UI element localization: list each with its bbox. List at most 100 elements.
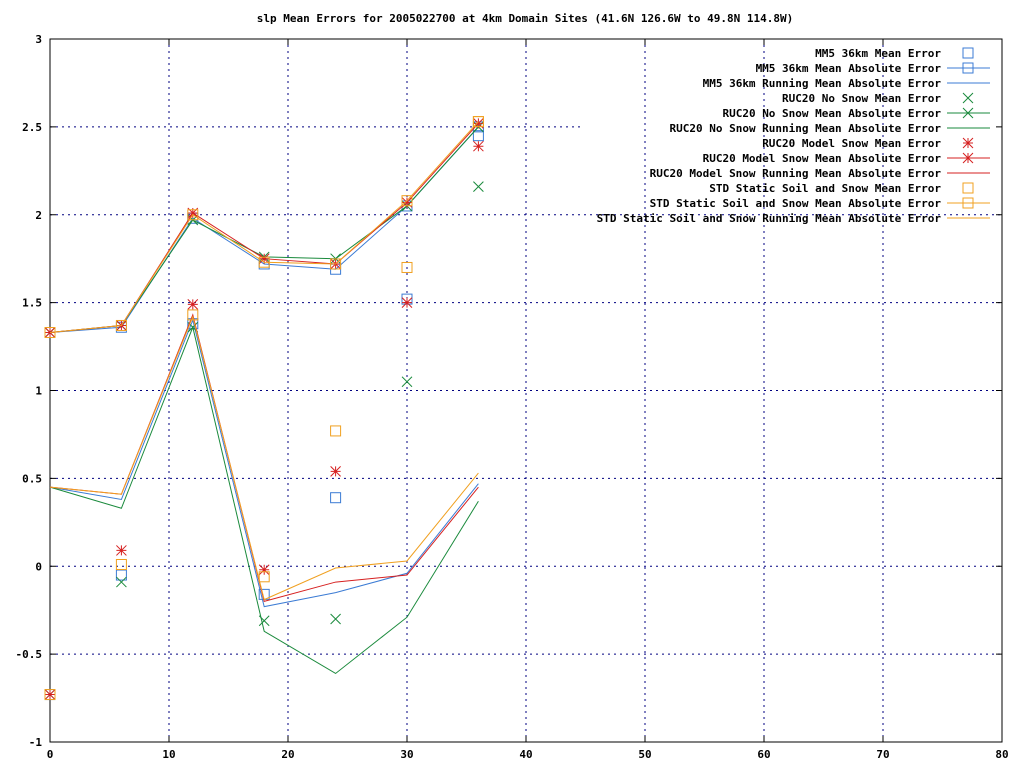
legend-label: RUC20 Model Snow Running Mean Absolute E… (650, 167, 942, 180)
series-9 (49, 313, 479, 603)
x-tick-label: 80 (995, 748, 1008, 761)
series-10 (44, 116, 484, 701)
legend-item: RUC20 Model Snow Running Mean Absolute E… (650, 167, 990, 180)
series-1 (44, 130, 484, 701)
series-8 (44, 118, 484, 338)
y-tick-label: 1.5 (22, 297, 42, 310)
series-5 (44, 121, 484, 338)
data-point (330, 492, 342, 504)
data-point (330, 465, 341, 477)
x-tick-label: 30 (400, 748, 413, 761)
x-tick-label: 0 (47, 748, 54, 761)
legend-item: STD Static Soil and Snow Mean Error (709, 182, 974, 195)
data-point (330, 258, 342, 270)
x-tick-label: 20 (281, 748, 294, 761)
legend-marker (962, 107, 974, 119)
legend-marker (962, 62, 974, 74)
series-line (49, 318, 479, 608)
data-point (187, 309, 199, 321)
x-tick-label: 60 (757, 748, 770, 761)
series-6 (49, 325, 479, 675)
legend-label: RUC20 No Snow Running Mean Absolute Erro… (669, 122, 941, 135)
data-point (44, 327, 56, 338)
series-line (49, 123, 479, 334)
legend-marker (962, 152, 974, 164)
legend-label: RUC20 No Snow Mean Absolute Error (722, 107, 941, 120)
series-line (49, 313, 479, 603)
data-point (401, 297, 413, 308)
data-point (401, 261, 413, 273)
data-point (44, 689, 56, 700)
legend: MM5 36km Mean Error MM5 36km Mean Absolut… (597, 47, 990, 225)
legend-item: RUC20 Model Snow Mean Error (762, 137, 974, 150)
data-point (473, 181, 484, 192)
legend-label: STD Static Soil and Snow Running Mean Ab… (597, 212, 942, 225)
data-point (116, 576, 127, 588)
legend-label: STD Static Soil and Snow Mean Absolute E… (650, 197, 942, 210)
series-line (49, 121, 479, 334)
data-point (330, 613, 341, 625)
legend-item: MM5 36km Running Mean Absolute Error (703, 77, 990, 90)
legend-marker (962, 92, 974, 104)
series-3 (49, 318, 479, 608)
legend-marker (962, 197, 974, 209)
legend-item: MM5 36km Mean Absolute Error (756, 62, 990, 75)
data-point (115, 319, 127, 331)
data-point (258, 564, 270, 576)
legend-marker (962, 137, 974, 149)
series-line (49, 315, 479, 601)
y-axis: -1 -0.5 0 0.5 1 1.5 2 2.5 3 (16, 33, 1002, 749)
legend-item: RUC20 No Snow Mean Error (782, 92, 974, 105)
series-line (49, 126, 479, 334)
data-point (473, 118, 484, 129)
data-point (187, 299, 199, 310)
legend-label: MM5 36km Mean Absolute Error (756, 62, 942, 75)
legend-item: STD Static Soil and Snow Mean Absolute E… (650, 197, 990, 210)
x-tick-label: 70 (876, 748, 889, 761)
series-11 (44, 116, 484, 339)
y-tick-label: 3 (35, 33, 42, 46)
legend-label: STD Static Soil and Snow Mean Error (709, 182, 941, 195)
data-point (472, 130, 484, 142)
y-tick-label: 0 (35, 560, 42, 573)
legend-item: RUC20 No Snow Running Mean Absolute Erro… (669, 122, 990, 135)
data-point (472, 116, 484, 128)
legend-label: RUC20 Model Snow Mean Absolute Error (703, 152, 942, 165)
series-line (49, 325, 479, 675)
data-point (44, 689, 56, 701)
y-tick-label: -0.5 (16, 648, 43, 661)
chart-title: slp Mean Errors for 2005022700 at 4km Do… (257, 12, 793, 25)
legend-label: MM5 36km Mean Error (815, 47, 941, 60)
y-tick-label: 1 (35, 385, 42, 398)
data-point (258, 571, 270, 583)
legend-item: STD Static Soil and Snow Running Mean Ab… (597, 212, 990, 225)
data-point (116, 545, 127, 556)
series-2 (44, 121, 484, 339)
data-point (187, 209, 199, 221)
y-tick-label: -1 (29, 736, 43, 749)
legend-item: RUC20 Model Snow Mean Absolute Error (703, 152, 990, 165)
legend-marker (962, 47, 974, 59)
x-tick-label: 10 (162, 748, 175, 761)
legend-item: RUC20 No Snow Mean Absolute Error (722, 107, 990, 120)
y-tick-label: 2 (35, 209, 42, 222)
data-point (401, 376, 413, 388)
x-axis: 0 10 20 30 40 50 60 70 80 (47, 39, 1009, 761)
y-tick-label: 0.5 (22, 472, 42, 485)
plot-series (44, 116, 484, 701)
legend-label: RUC20 No Snow Mean Error (782, 92, 941, 105)
legend-item: MM5 36km Mean Error (815, 47, 974, 60)
data-point (330, 425, 342, 437)
data-point (401, 197, 413, 208)
legend-label: RUC20 Model Snow Mean Error (762, 137, 941, 150)
y-tick-label: 2.5 (22, 121, 42, 134)
x-tick-label: 50 (638, 748, 651, 761)
data-point (401, 195, 413, 207)
data-point (115, 558, 127, 570)
series-12 (49, 315, 479, 601)
legend-label: MM5 36km Running Mean Absolute Error (703, 77, 942, 90)
grid-lines (50, 39, 1002, 742)
legend-marker (962, 182, 974, 194)
data-point (258, 256, 270, 268)
